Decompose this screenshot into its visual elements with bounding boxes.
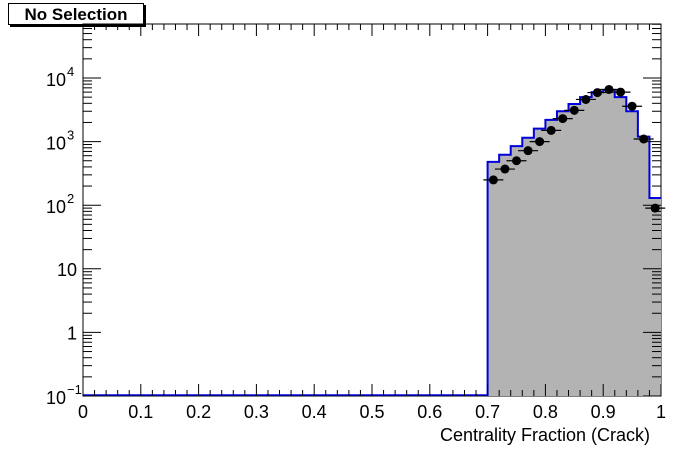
- data-point: [650, 203, 660, 213]
- x-tick-label: 0.8: [533, 402, 558, 422]
- y-tick-label: 10: [46, 70, 66, 90]
- y-tick-label: 10: [46, 388, 66, 408]
- data-point: [558, 114, 568, 124]
- x-axis-label: Centrality Fraction (Crack): [440, 425, 650, 445]
- y-tick-exponent: 3: [67, 128, 74, 143]
- y-tick-label: 10: [57, 260, 77, 280]
- data-point: [535, 137, 545, 147]
- y-tick-exponent: −1: [67, 382, 82, 397]
- x-tick-label: 0.4: [302, 402, 327, 422]
- data-markers: [483, 84, 666, 213]
- data-point: [627, 101, 637, 111]
- data-point: [581, 94, 591, 104]
- x-tick-label: 0.5: [359, 402, 384, 422]
- data-point: [523, 146, 533, 156]
- x-tick-label: 0.6: [417, 402, 442, 422]
- x-tick-label: 0: [78, 402, 88, 422]
- y-tick-exponent: 2: [67, 191, 74, 206]
- data-point: [616, 87, 626, 97]
- x-tick-label: 0.3: [244, 402, 269, 422]
- histogram-fill: [83, 88, 661, 396]
- data-point: [512, 156, 521, 166]
- legend-label: No Selection: [8, 3, 144, 25]
- data-point: [500, 164, 510, 174]
- y-tick-label: 10: [46, 197, 66, 217]
- data-point: [546, 125, 556, 135]
- y-tick-label: 10: [46, 134, 66, 154]
- x-tick-label: 0.1: [128, 402, 153, 422]
- x-tick-label: 0.9: [591, 402, 616, 422]
- x-tick-label: 1: [656, 402, 666, 422]
- data-point: [488, 175, 498, 185]
- y-tick-exponent: 4: [67, 64, 74, 79]
- data-point: [639, 134, 649, 144]
- data-point: [569, 105, 579, 115]
- data-point: [592, 88, 602, 98]
- x-tick-label: 0.7: [475, 402, 500, 422]
- x-tick-label: 0.2: [186, 402, 211, 422]
- y-tick-label: 1: [67, 323, 77, 343]
- histogram-outline: [486, 88, 661, 396]
- histogram-area: [487, 89, 661, 396]
